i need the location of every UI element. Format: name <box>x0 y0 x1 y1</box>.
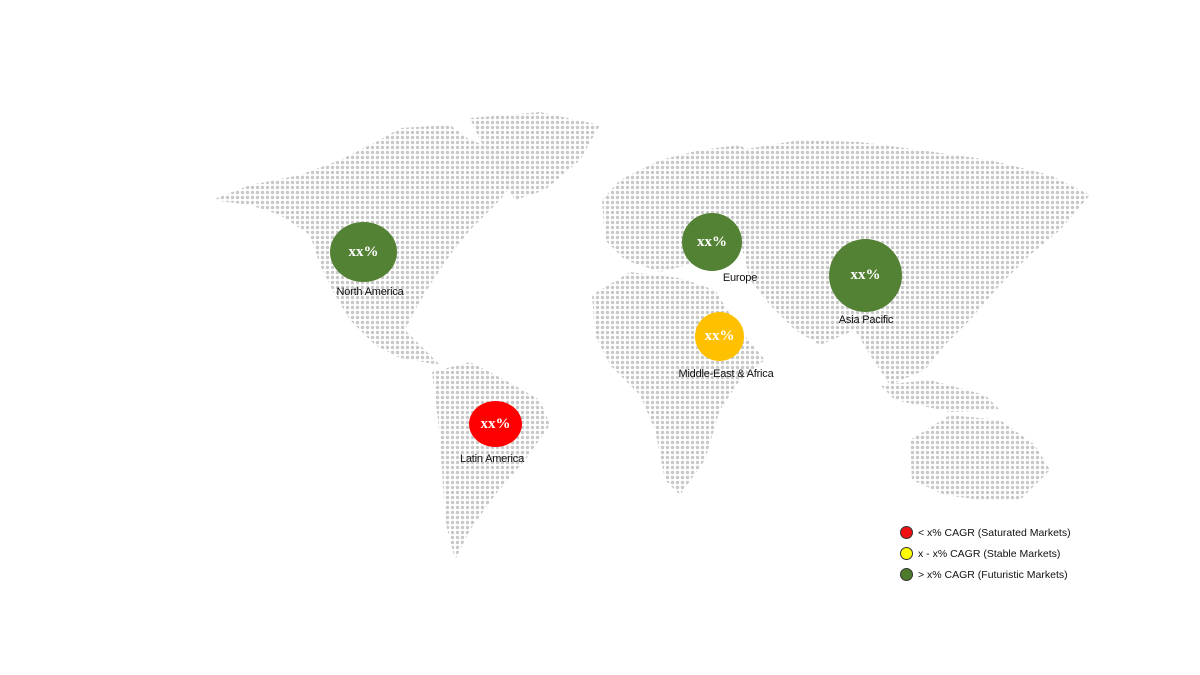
legend-item-stable: x - x% CAGR (Stable Markets) <box>900 543 1071 564</box>
asia-pacific-label: Asia Pacific <box>838 314 894 326</box>
red-circle-icon <box>900 526 913 539</box>
europe-label: Europe <box>722 272 758 284</box>
australia-landmass <box>910 415 1050 500</box>
europe-bubble: xx% <box>682 213 742 271</box>
north-america-label: North America <box>336 286 404 298</box>
legend-label: < x% CAGR (Saturated Markets) <box>918 526 1071 539</box>
greenland-landmass <box>470 112 600 200</box>
middle-east-africa-label: Middle-East & Africa <box>678 368 774 380</box>
africa-landmass <box>592 272 765 495</box>
asia-pacific-value: xx% <box>850 267 881 283</box>
latin-america-label: Latin America <box>459 453 525 465</box>
green-circle-icon <box>900 568 913 581</box>
asia-pacific-bubble: xx% <box>829 239 902 312</box>
yellow-circle-icon <box>900 547 913 560</box>
legend-item-futuristic: > x% CAGR (Futuristic Markets) <box>900 564 1071 585</box>
europe-value: xx% <box>697 233 727 250</box>
indonesia-landmass <box>880 380 1000 412</box>
legend-label: > x% CAGR (Futuristic Markets) <box>918 568 1068 581</box>
north-america-value: xx% <box>348 243 379 260</box>
legend-label: x - x% CAGR (Stable Markets) <box>918 547 1061 560</box>
legend: < x% CAGR (Saturated Markets) x - x% CAG… <box>900 522 1071 585</box>
latin-america-value: xx% <box>480 415 511 432</box>
south-america-landmass <box>432 362 550 560</box>
asia-landmass <box>740 140 1090 385</box>
middle-east-africa-value: xx% <box>704 328 735 344</box>
north-america-bubble: xx% <box>330 222 397 282</box>
middle-east-africa-bubble: xx% <box>695 312 744 361</box>
legend-item-saturated: < x% CAGR (Saturated Markets) <box>900 522 1071 543</box>
latin-america-bubble: xx% <box>469 401 522 447</box>
